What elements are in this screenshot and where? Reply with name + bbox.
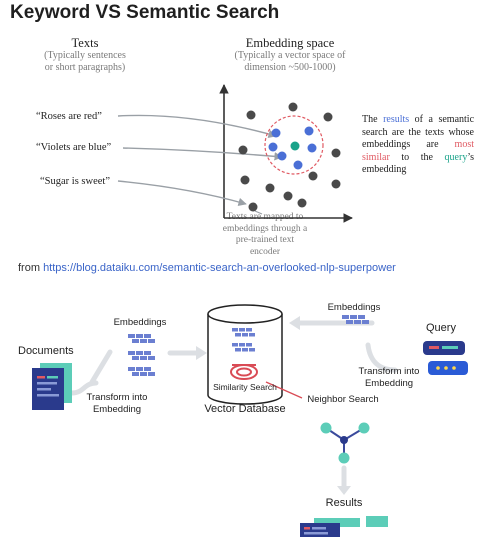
results-icon xyxy=(300,516,388,537)
neighbor-graph-icon xyxy=(320,422,370,464)
embedding-space-subtitle: (Typically a vector space of dimension ~… xyxy=(220,50,360,74)
flow-arrowheads xyxy=(196,316,351,495)
texts-subtitle-line1: (Typically sentences xyxy=(44,50,126,61)
query-highlight: query xyxy=(444,151,468,163)
query-point xyxy=(290,141,300,151)
example-text-2: “Violets are blue” xyxy=(36,142,112,153)
vector-database-icon xyxy=(207,304,283,405)
results-highlight: results xyxy=(383,114,410,125)
embeddings-right-icon xyxy=(342,315,369,324)
query-label: Query xyxy=(426,322,456,334)
similarity-search-icon xyxy=(230,364,258,380)
result-points xyxy=(268,126,317,170)
neighbor-search-label: Neighbor Search xyxy=(307,394,379,405)
transform-right-label: Transform into Embedding xyxy=(358,366,420,389)
embedding-space-heading: Embedding space xyxy=(245,36,335,50)
similarity-search-label: Similarity Search xyxy=(213,382,277,392)
transform-left-label: Transform into Embedding xyxy=(86,392,148,415)
neighbor-search-connector xyxy=(265,381,303,399)
documents-icon xyxy=(32,363,72,410)
texts-subtitle-line2: or short paragraphs) xyxy=(44,62,126,73)
source-link[interactable]: https://blog.dataiku.com/semantic-search… xyxy=(43,262,396,274)
mapped-note: Texts are mapped to embeddings through a… xyxy=(222,212,308,257)
embedding-points xyxy=(238,102,341,212)
embedding-space-subtitle-line2: dimension ~500-1000) xyxy=(244,62,336,73)
query-icon xyxy=(423,341,468,375)
embeddings-left-icon xyxy=(128,334,155,376)
documents-label: Documents xyxy=(18,345,74,357)
embedding-space-subtitle-line1: (Typically a vector space of xyxy=(234,50,346,61)
vector-database-label: Vector Database xyxy=(204,403,286,415)
most-similar-highlight: most similar xyxy=(362,139,474,163)
example-text-1: “Roses are red” xyxy=(36,111,102,122)
embedding-axes xyxy=(219,84,353,223)
texts-heading: Texts xyxy=(71,36,99,50)
results-label: Results xyxy=(325,497,363,509)
embeddings-left-label: Embeddings xyxy=(113,317,167,328)
source-line: from https://blog.dataiku.com/semantic-s… xyxy=(18,262,396,274)
embeddings-right-label: Embeddings xyxy=(327,302,381,313)
similarity-circle xyxy=(264,115,324,175)
semantic-search-explanation: The results of a semantic search are the… xyxy=(362,114,475,175)
mapping-arrows xyxy=(117,114,283,215)
example-text-3: “Sugar is sweet” xyxy=(40,176,110,187)
texts-subtitle: (Typically sentences or short paragraphs… xyxy=(15,50,155,74)
page-title: Keyword VS Semantic Search xyxy=(10,2,280,23)
